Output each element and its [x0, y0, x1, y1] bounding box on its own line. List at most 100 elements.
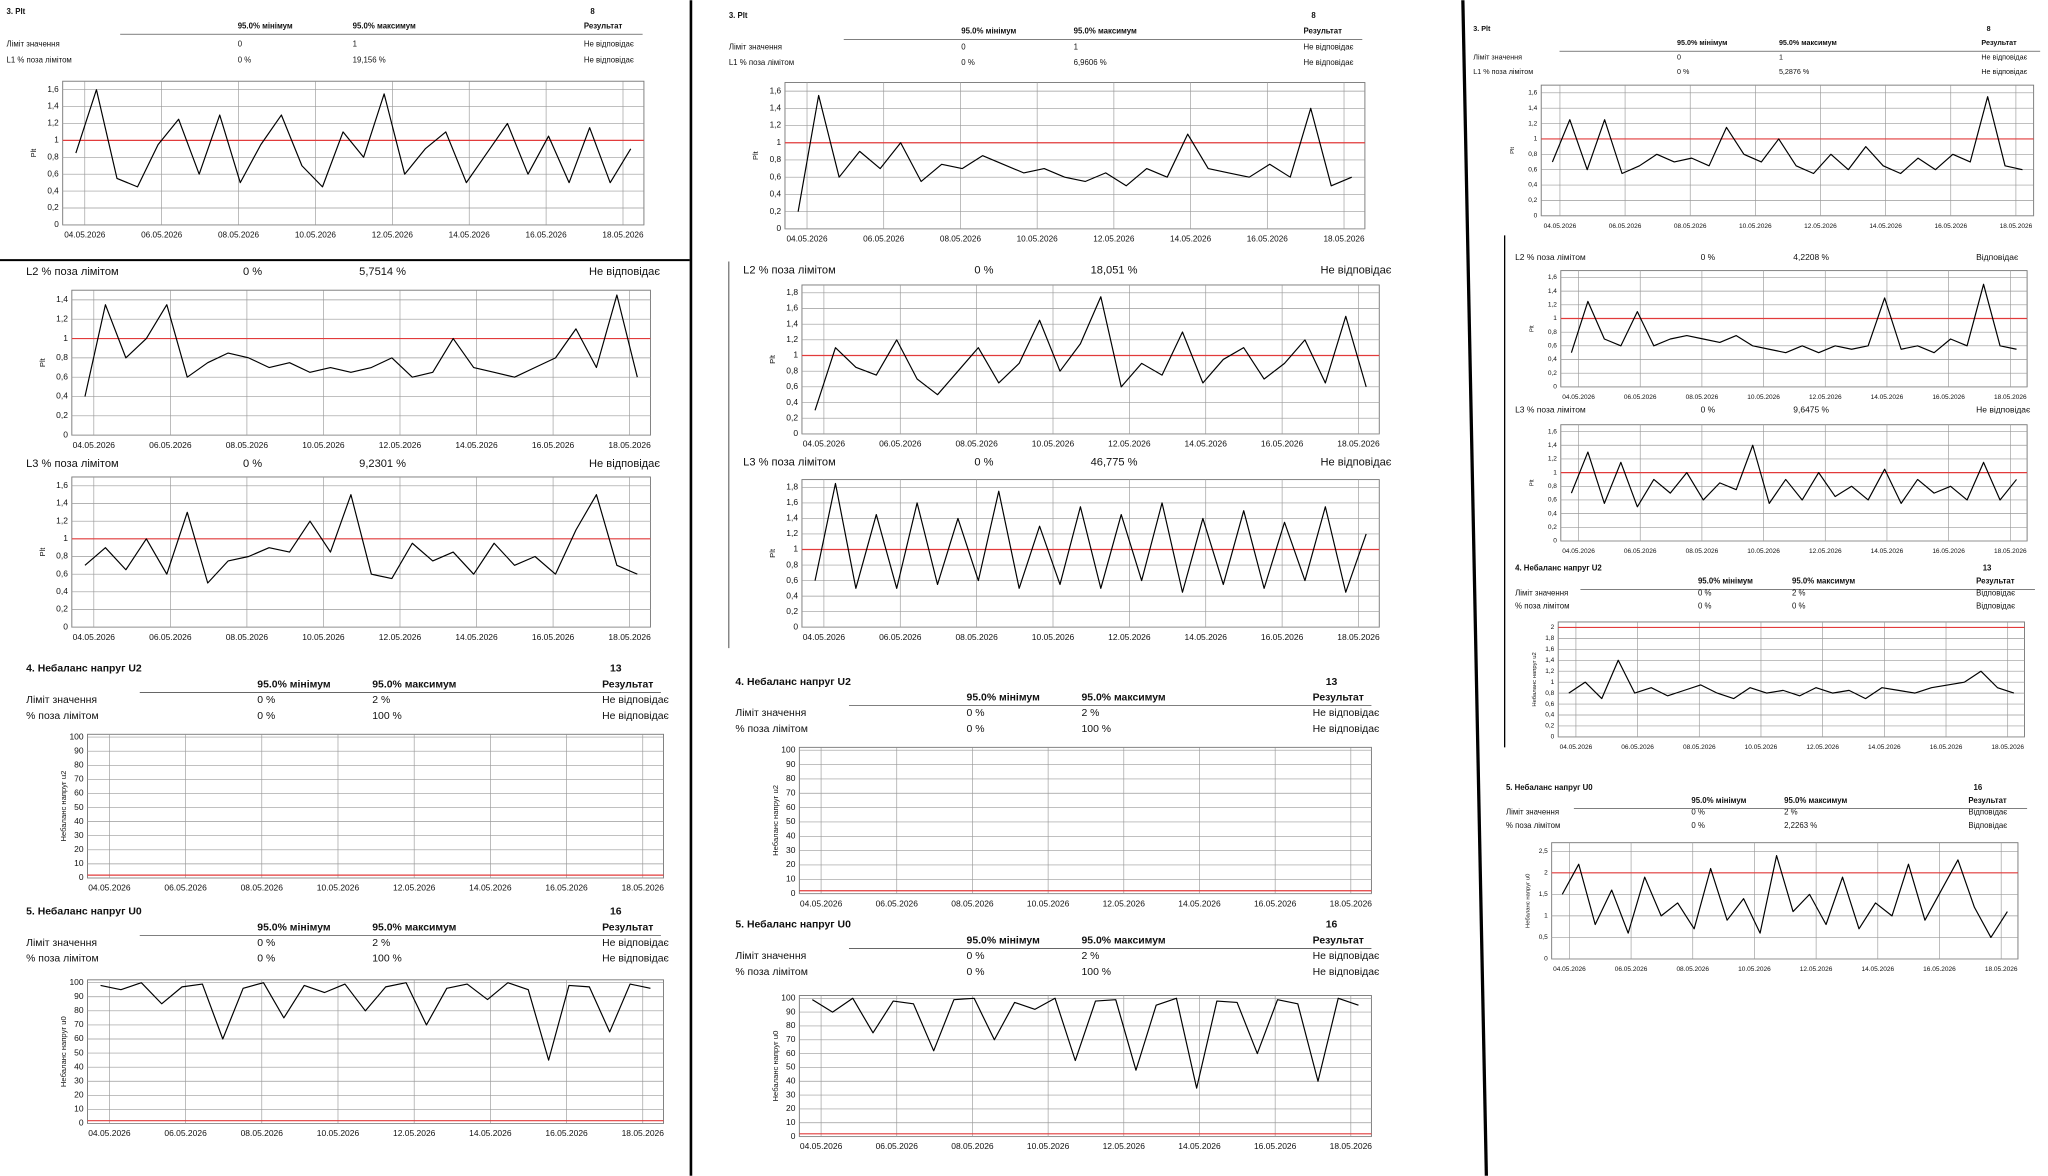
column-header: 95.0% мінімум [1677, 39, 1727, 47]
table-cell: 100 % [372, 711, 402, 722]
column-header: 95.0% мінімум [257, 922, 330, 933]
y-tick-label: 100 [781, 744, 795, 754]
x-tick-label: 06.05.2026 [876, 898, 919, 908]
y-tick-label: 70 [74, 1019, 84, 1029]
series-line [814, 296, 1367, 411]
x-tick-label: 14.05.2026 [1178, 898, 1221, 908]
y-tick-label: 0,6 [786, 575, 798, 585]
y-tick-label: 20 [786, 859, 796, 869]
column-header: 95.0% мінімум [257, 679, 330, 690]
section-title: 5. Небаланс напруг U0 [1506, 783, 1593, 792]
series-line [84, 494, 638, 584]
y-tick-label: 0 [1544, 956, 1548, 963]
y-tick-label: 0 [63, 621, 68, 631]
table-cell: Ліміт значення [735, 951, 806, 962]
y-tick-label: 1,8 [786, 287, 798, 297]
table-cell: % поза лімітом [26, 954, 99, 965]
section-title: 3. Plt [7, 7, 26, 16]
x-tick-label: 08.05.2026 [1674, 223, 1707, 230]
x-tick-label: 06.05.2026 [164, 883, 207, 893]
x-tick-label: 12.05.2026 [1806, 744, 1839, 751]
plot-area [1557, 621, 2025, 738]
y-tick-label: 1,6 [1528, 90, 1537, 97]
y-tick-label: 0,8 [1545, 690, 1554, 697]
plot-area [1551, 842, 2019, 960]
y-axis-label: Plt [1510, 147, 1516, 154]
column-header: 95.0% максимум [1784, 796, 1847, 805]
y-tick-label: 0,6 [47, 169, 59, 178]
column-header: 95.0% максимум [1792, 577, 1855, 586]
y-tick-label: 0 [776, 224, 781, 233]
table-cell: 0 % [1677, 68, 1690, 76]
y-tick-label: 50 [786, 1062, 796, 1072]
y-tick-label: 1,2 [1548, 456, 1557, 463]
series-line [797, 94, 1352, 212]
x-tick-label: 08.05.2026 [951, 1141, 994, 1151]
table-cell: 0 % [1691, 821, 1705, 830]
column-header: 95.0% максимум [1074, 27, 1137, 36]
column-header: 95.0% мінімум [1698, 577, 1753, 586]
x-tick-label: 04.05.2026 [800, 1141, 843, 1151]
y-tick-label: 0,2 [786, 606, 798, 616]
table-cell: Ліміт значення [26, 938, 97, 949]
x-tick-label: 12.05.2026 [379, 440, 422, 450]
x-tick-label: 16.05.2026 [1247, 234, 1289, 243]
table-cell: Відповідає [1976, 252, 2019, 262]
y-tick-label: 0,8 [1528, 151, 1537, 158]
x-tick-label: 14.05.2026 [1869, 223, 1902, 230]
x-tick-label: 06.05.2026 [164, 1128, 207, 1138]
x-tick-label: 12.05.2026 [372, 231, 414, 240]
column-header: Результат [584, 21, 623, 30]
x-tick-label: 10.05.2026 [302, 632, 345, 642]
y-tick-label: 1,2 [770, 121, 782, 130]
table-cell: L1 % поза лімітом [729, 58, 794, 67]
table-cell: Ліміт значення [26, 695, 97, 706]
table-cell: Не відповідає [589, 266, 660, 278]
y-tick-label: 1 [63, 333, 68, 343]
y-tick-label: 1,6 [56, 480, 68, 490]
table-cell: 0 % [257, 938, 275, 949]
table-cell: 0 % [257, 711, 275, 722]
table-cell: Ліміт значення [735, 708, 806, 719]
table-cell: L3 % поза лімітом [26, 458, 119, 470]
table-cell: Не відповідає [1313, 708, 1380, 719]
x-tick-label: 04.05.2026 [73, 632, 116, 642]
table-cell: 19,156 % [353, 55, 386, 64]
x-tick-label: 06.05.2026 [879, 632, 922, 642]
plot-area [801, 479, 1380, 628]
x-tick-label: 10.05.2026 [1032, 439, 1075, 449]
y-tick-label: 0,6 [786, 381, 798, 391]
y-tick-label: 0,2 [56, 604, 68, 614]
table-cell: 2 % [1784, 808, 1798, 817]
y-tick-label: 2 [1544, 870, 1548, 877]
table-cell: 6,9606 % [1074, 58, 1107, 67]
y-tick-label: 0 [793, 428, 798, 438]
x-tick-label: 14.05.2026 [1170, 234, 1212, 243]
y-tick-label: 0,6 [1548, 497, 1557, 504]
y-tick-label: 0 [1534, 212, 1538, 219]
y-tick-label: 40 [786, 831, 796, 841]
y-tick-label: 90 [786, 1006, 796, 1016]
x-tick-label: 14.05.2026 [1871, 394, 1904, 401]
plot-area [798, 746, 1372, 895]
x-tick-label: 12.05.2026 [1108, 439, 1151, 449]
x-tick-label: 04.05.2026 [803, 439, 846, 449]
y-tick-label: 0,2 [770, 207, 782, 216]
section-number: 13 [1326, 677, 1338, 688]
column-header: Результат [602, 679, 653, 690]
table-cell: Не відповідає [1981, 54, 2027, 62]
y-tick-label: 0,4 [786, 590, 798, 600]
y-tick-label: 0,2 [786, 412, 798, 422]
y-tick-label: 0 [791, 888, 796, 898]
section-title: 5. Небаланс напруг U0 [735, 919, 851, 931]
y-tick-label: 0,6 [1545, 701, 1554, 708]
y-tick-label: 0,8 [770, 155, 782, 164]
column-header: 95.0% максимум [1081, 935, 1165, 946]
y-tick-label: 1,2 [1545, 668, 1554, 675]
y-tick-label: 100 [69, 977, 83, 987]
y-tick-label: 0,2 [1545, 723, 1554, 730]
table-cell: 100 % [372, 954, 402, 965]
column-header: Результат [1313, 692, 1364, 703]
series-line [812, 997, 1359, 1089]
column-header: 95.0% максимум [1081, 692, 1165, 703]
